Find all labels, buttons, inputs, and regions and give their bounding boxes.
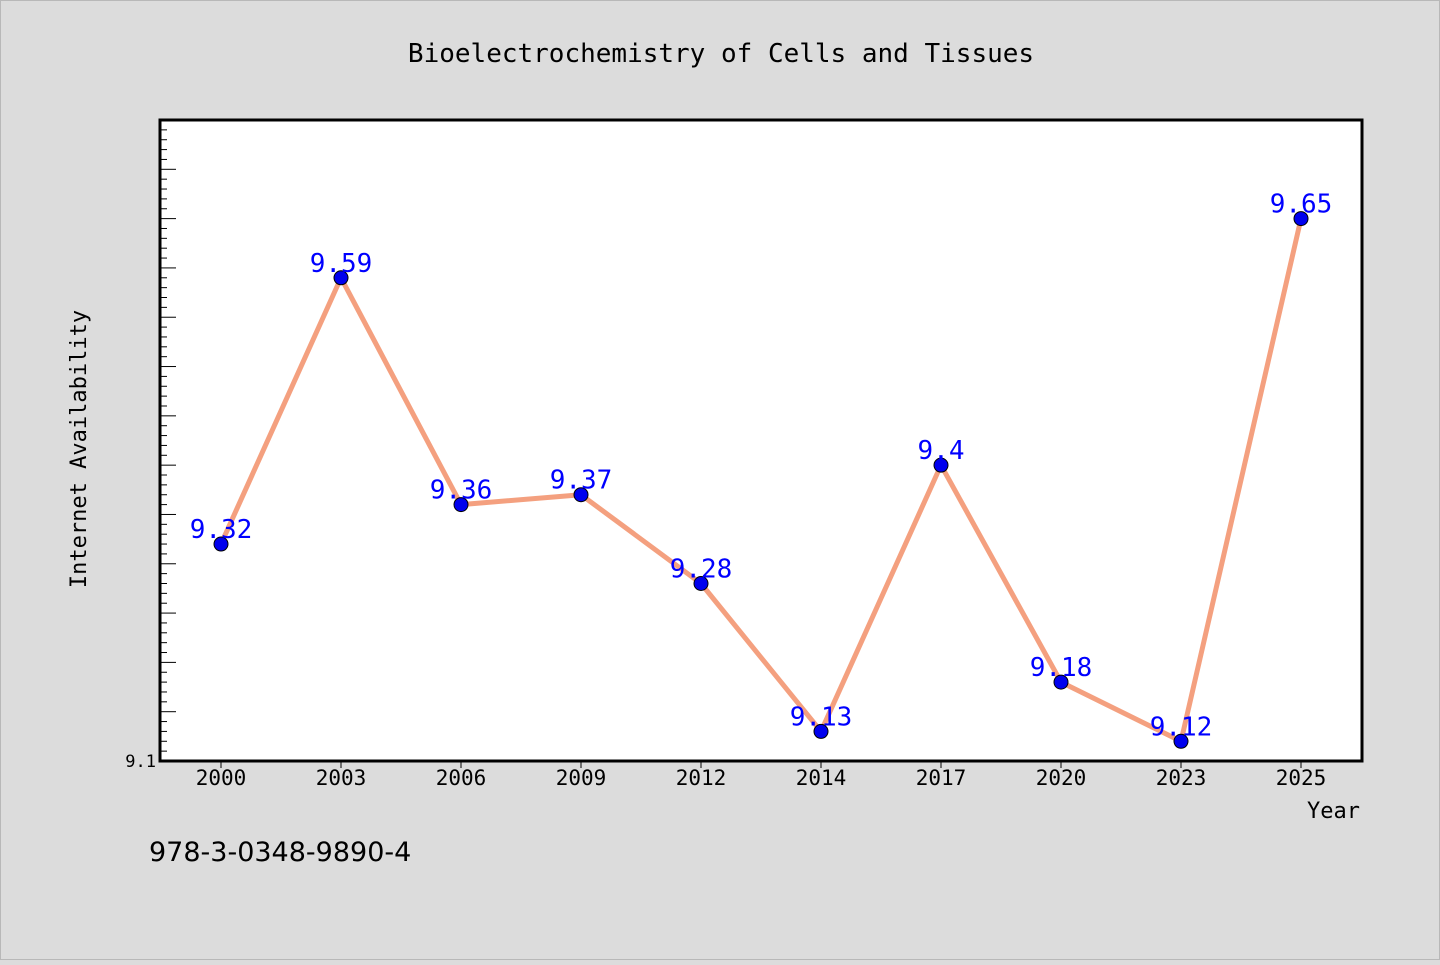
data-point (453, 497, 469, 513)
x-tick-label: 2000 (196, 766, 247, 790)
y-axis-label: Internet Availability (67, 310, 92, 588)
data-label: 9.65 (1270, 190, 1333, 220)
data-point (333, 270, 349, 286)
x-tick-label: 2012 (676, 766, 727, 790)
data-point (1293, 211, 1309, 227)
data-label: 9.28 (670, 554, 733, 584)
data-label: 9.13 (790, 702, 853, 732)
data-markers (213, 211, 1309, 749)
x-axis-ticks (220, 761, 1302, 768)
x-axis-label: Year (1307, 799, 1360, 824)
data-label: 9.37 (550, 466, 613, 496)
data-point (693, 575, 709, 591)
data-label: 9.4 (918, 436, 965, 466)
x-tick-label: 2025 (1276, 766, 1327, 790)
data-point (933, 457, 949, 473)
x-tick-label: 2009 (556, 766, 607, 790)
series-line (218, 216, 1304, 744)
x-tick-label: 2003 (316, 766, 367, 790)
data-point (1173, 733, 1189, 749)
x-tick-labels: 2000 2003 2006 2009 2012 2014 2017 2020 2023 2025 (196, 766, 1327, 790)
plot-area (158, 118, 1364, 763)
data-label: 9.36 (430, 476, 493, 506)
isbn-text: 978-3-0348-9890-4 (149, 837, 412, 868)
x-tick-label: 2020 (1036, 766, 1087, 790)
data-point (573, 487, 589, 503)
data-point (813, 723, 829, 739)
x-tick-label: 2006 (436, 766, 487, 790)
y-tick-label: 9.1 (125, 752, 156, 772)
data-label: 9.12 (1150, 712, 1213, 742)
data-labels: 9.32 9.59 9.36 9.37 9.28 9.13 9.4 9.18 9.12 9.65 (190, 190, 1333, 743)
data-label: 9.32 (190, 515, 253, 545)
data-label: 9.59 (310, 249, 373, 279)
chart-title: Bioelectrochemistry of Cells and Tissues (408, 39, 1034, 69)
x-tick-label: 2023 (1156, 766, 1207, 790)
x-tick-label: 2017 (916, 766, 967, 790)
data-label: 9.18 (1030, 653, 1093, 683)
x-tick-label: 2014 (796, 766, 847, 790)
data-point (1053, 674, 1069, 690)
y-axis-ticks (160, 129, 176, 762)
data-point (213, 536, 229, 552)
